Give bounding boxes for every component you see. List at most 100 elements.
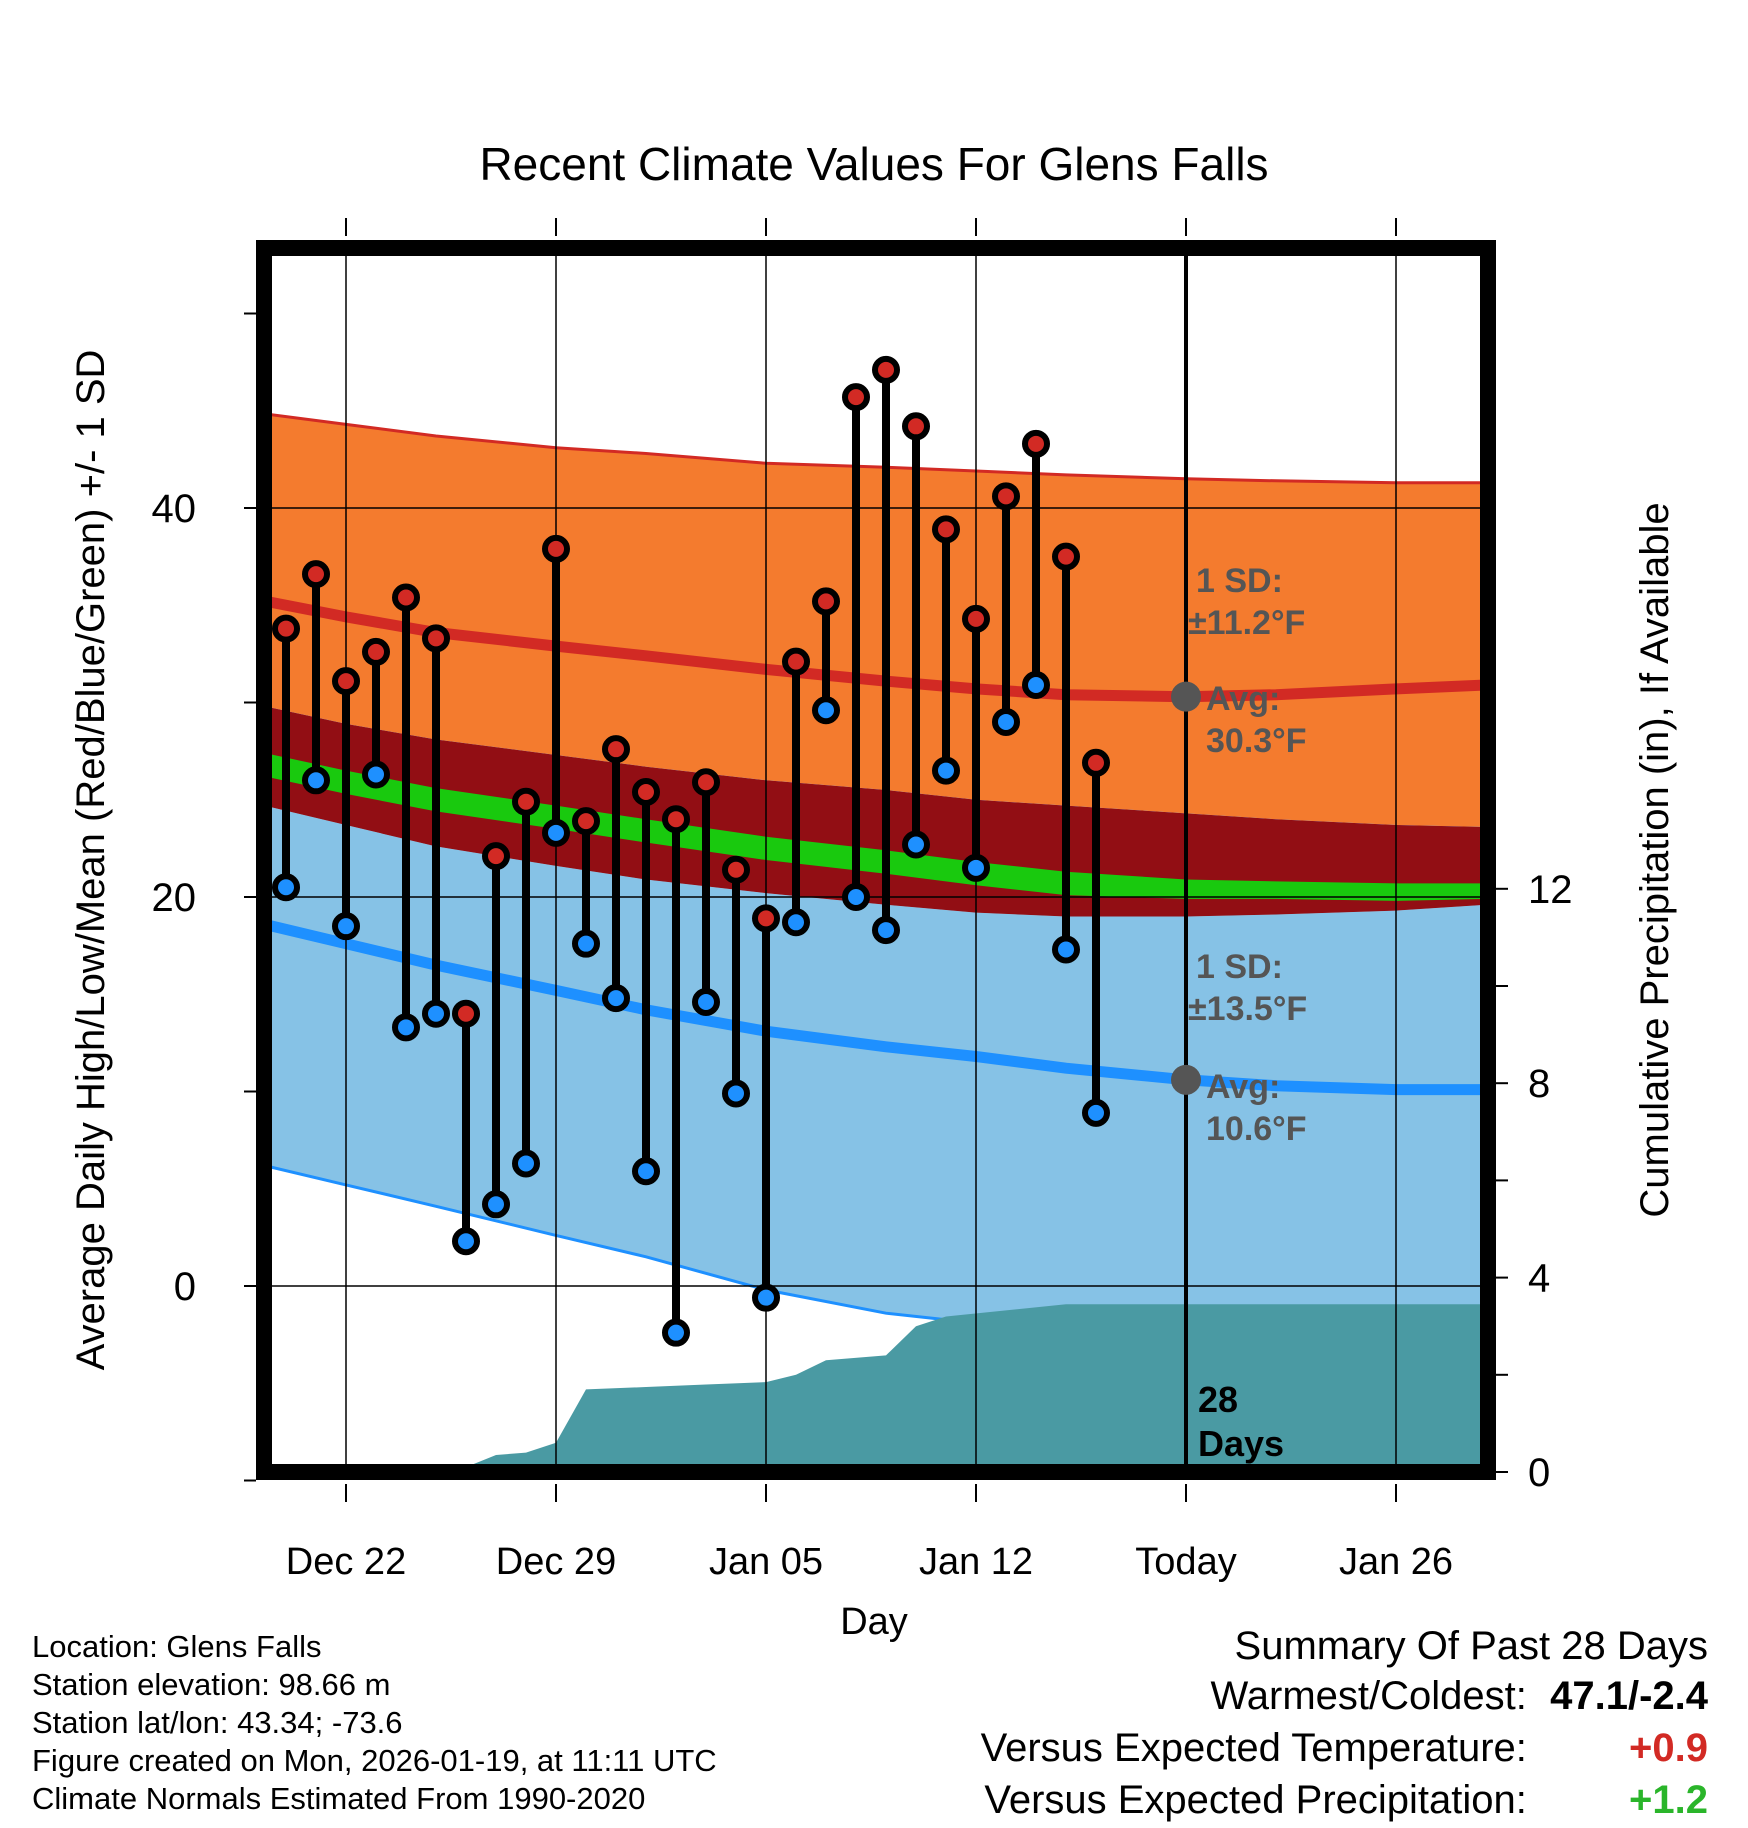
obs-low-point	[722, 1079, 750, 1108]
obs-high-point	[302, 560, 330, 589]
info-normals: Climate Normals Estimated From 1990-2020	[32, 1781, 646, 1816]
y-axis-label-right: Cumulative Precipitation (in), If Availa…	[1633, 502, 1677, 1217]
low-sd-value: ±13.5°F	[1188, 990, 1307, 1028]
obs-high-point	[332, 667, 360, 696]
x-tick-label: Jan 12	[919, 1541, 1033, 1583]
obs-low-point	[752, 1283, 780, 1312]
obs-low-point	[1022, 670, 1050, 699]
low-avg-line	[264, 918, 1488, 1096]
temp-vs-expected-value: +0.9	[1629, 1726, 1708, 1770]
plot-frame	[256, 240, 1496, 1480]
obs-high-point	[272, 614, 300, 643]
chart-title: Recent Climate Values For Glens Falls	[479, 138, 1268, 190]
summary-title: Summary Of Past 28 Days	[1234, 1624, 1708, 1668]
high-avg-line	[264, 595, 1488, 703]
high-avg-marker	[1171, 681, 1201, 712]
obs-low-point	[842, 883, 870, 911]
info-latlon: Station lat/lon: 43.34; -73.6	[32, 1705, 403, 1740]
obs-low-point	[302, 766, 330, 795]
obs-low-point	[422, 999, 450, 1028]
obs-high-point	[512, 787, 540, 816]
obs-high-point	[692, 768, 720, 797]
obs-low-point	[572, 929, 600, 958]
warmest-coldest-value: 47.1/-2.4	[1550, 1674, 1708, 1718]
obs-low-point	[902, 830, 930, 859]
summary-precipitation: Versus Expected Precipitation: +1.2	[981, 1774, 1708, 1826]
obs-high-point	[422, 624, 450, 653]
precip-area	[264, 1304, 1488, 1472]
obs-low-point	[452, 1227, 480, 1256]
mean-avg-line	[264, 752, 1488, 901]
obs-high-point	[572, 807, 600, 836]
info-location: Location: Glens Falls	[32, 1629, 322, 1664]
obs-high-point	[362, 637, 390, 666]
obs-high-point	[782, 647, 810, 676]
y-tick-label-right: 0	[1528, 1451, 1550, 1495]
obs-high-point	[392, 583, 420, 612]
summary-panel: Summary Of Past 28 Days Warmest/Coldest:…	[981, 1622, 1708, 1826]
obs-low-point	[932, 756, 960, 785]
y-tick-label-left: 0	[174, 1265, 196, 1309]
obs-low-point	[662, 1318, 690, 1347]
obs-low-point	[962, 853, 990, 882]
high-sd-value: ±11.2°F	[1188, 604, 1305, 642]
x-axis-label: Day	[840, 1601, 908, 1643]
days-label-line2: Days	[1198, 1423, 1284, 1464]
x-tick-label: Dec 29	[496, 1541, 616, 1583]
obs-low-point	[782, 908, 810, 937]
obs-high-point	[542, 534, 570, 563]
info-elevation: Station elevation: 98.66 m	[32, 1667, 391, 1702]
precip-vs-expected-label: Versus Expected Precipitation:	[984, 1778, 1527, 1822]
x-tick-label: Jan 05	[709, 1541, 823, 1583]
obs-low-point	[872, 916, 900, 945]
obs-high-point	[602, 735, 630, 764]
y-tick-label-left: 40	[152, 487, 197, 531]
obs-high-point	[932, 515, 960, 544]
obs-low-point	[812, 696, 840, 725]
low-avg-marker	[1171, 1064, 1201, 1095]
low-avg-value: 10.6°F	[1206, 1110, 1307, 1148]
obs-low-point	[1082, 1098, 1110, 1127]
info-created: Figure created on Mon, 2026-01-19, at 11…	[32, 1743, 717, 1778]
high-avg-value: 30.3°F	[1206, 722, 1307, 760]
low-sd-band-lower	[264, 805, 1488, 1337]
obs-high-point	[452, 999, 480, 1028]
station-info: Location: Glens Falls Station elevation:…	[32, 1628, 717, 1818]
high-avg-label: Avg:	[1206, 680, 1280, 718]
obs-low-point	[1052, 935, 1080, 964]
obs-low-point	[542, 818, 570, 847]
x-tick-label: Jan 26	[1339, 1541, 1453, 1583]
obs-low-point	[992, 707, 1020, 736]
obs-high-point	[482, 842, 510, 871]
obs-low-point	[632, 1157, 660, 1186]
y-tick-label-right: 12	[1528, 868, 1573, 912]
y-tick-label-left: 20	[152, 876, 197, 920]
obs-low-point	[512, 1149, 540, 1178]
obs-high-point	[1022, 429, 1050, 458]
y-axis-label-left: Average Daily High/Low/Mean (Red/Blue/Gr…	[69, 350, 113, 1371]
x-tick-label: Dec 22	[286, 1541, 406, 1583]
y-tick-label-right: 8	[1528, 1062, 1550, 1106]
precip-vs-expected-value: +1.2	[1629, 1778, 1708, 1822]
obs-high-point	[902, 412, 930, 441]
mean-sd-band	[264, 706, 1488, 917]
obs-low-point	[272, 873, 300, 902]
obs-high-point	[722, 855, 750, 884]
high-upper-edge	[264, 412, 1488, 485]
obs-high-point	[812, 587, 840, 616]
obs-high-point	[632, 777, 660, 806]
obs-high-point	[662, 805, 690, 834]
obs-high-point	[842, 383, 870, 412]
obs-low-point	[692, 988, 720, 1017]
low-sd-label: 1 SD:	[1196, 948, 1283, 986]
obs-low-point	[392, 1013, 420, 1042]
obs-low-point	[332, 912, 360, 941]
low-avg-label: Avg:	[1206, 1068, 1280, 1106]
high-sd-band	[264, 413, 1488, 828]
x-tick-label: Today	[1135, 1541, 1236, 1583]
obs-low-point	[602, 984, 630, 1013]
summary-temperature: Versus Expected Temperature: +0.9	[981, 1722, 1708, 1774]
days-label-line1: 28	[1198, 1379, 1238, 1420]
obs-high-point	[872, 355, 900, 384]
obs-low-point	[482, 1190, 510, 1219]
